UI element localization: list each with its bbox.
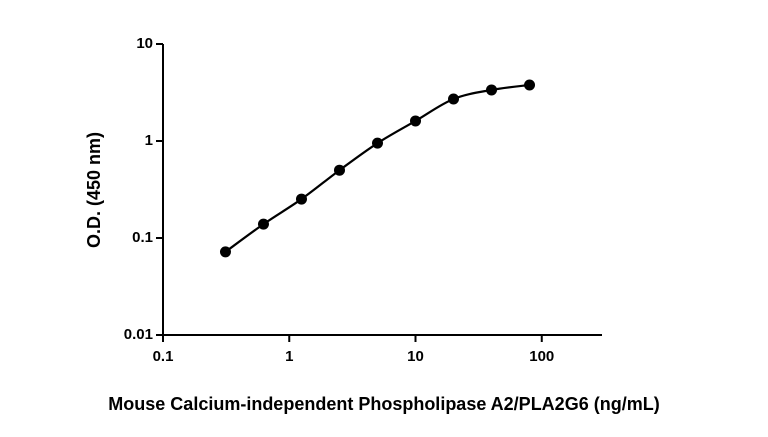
- data-point: [524, 79, 536, 91]
- y-tick-label: 0.1: [132, 229, 153, 246]
- data-point: [410, 115, 422, 127]
- data-point: [295, 193, 307, 205]
- y-tick-label: 0.01: [124, 326, 153, 343]
- data-point: [486, 84, 498, 96]
- x-tick-label: 0.1: [153, 348, 174, 365]
- data-point: [219, 246, 231, 258]
- data-point: [448, 93, 460, 105]
- y-tick-label: 10: [136, 35, 153, 52]
- y-axis-title: O.D. (450 nm): [84, 132, 104, 248]
- y-tick-label: 1: [145, 132, 153, 149]
- data-point: [372, 137, 384, 149]
- data-point: [333, 164, 345, 176]
- x-axis-title: Mouse Calcium-independent Phospholipase …: [108, 394, 659, 414]
- fit-curve: [224, 83, 530, 253]
- x-tick-label: 10: [407, 348, 424, 365]
- data-point: [257, 218, 269, 230]
- x-tick-label: 100: [529, 348, 554, 365]
- x-tick-label: 1: [285, 348, 293, 365]
